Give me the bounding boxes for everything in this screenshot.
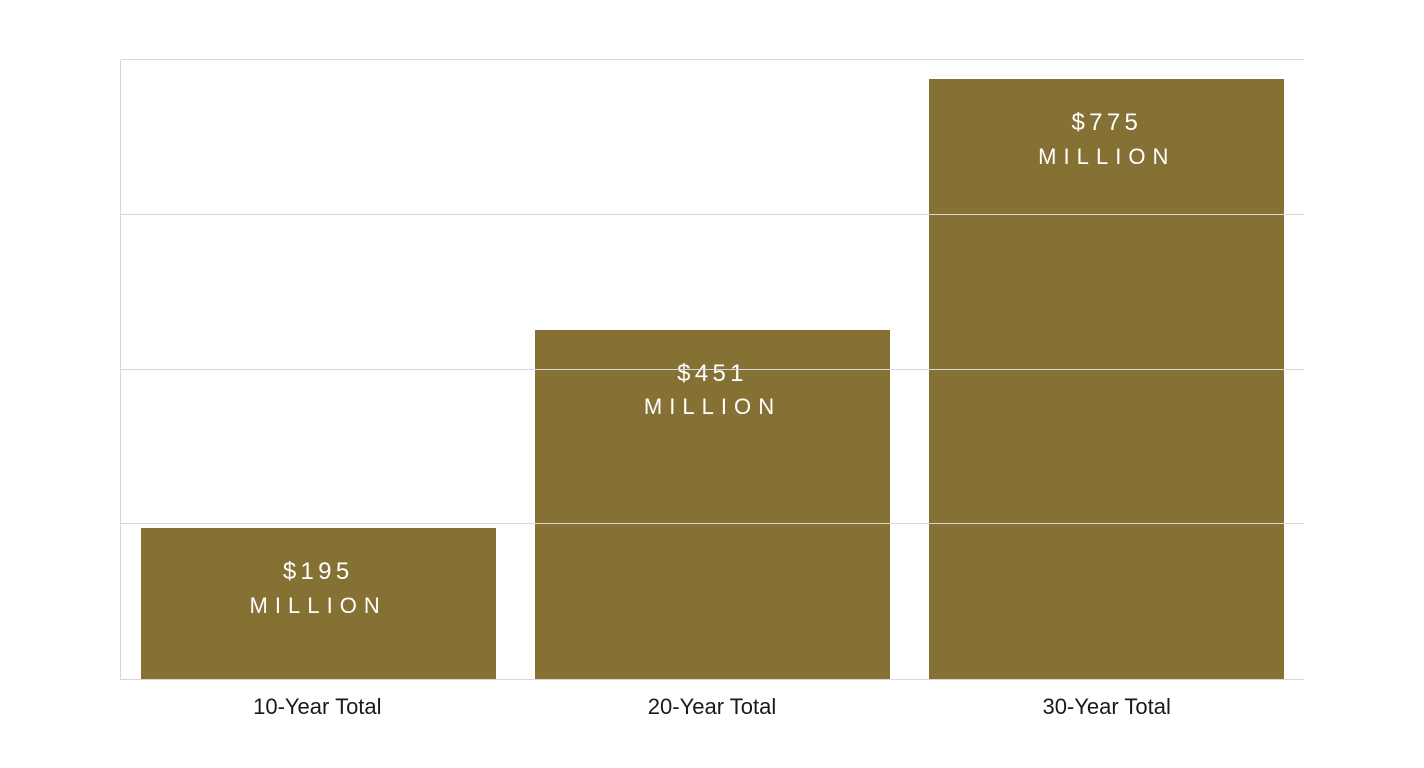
- bar-20-year: $451 MILLION: [535, 330, 890, 679]
- x-axis-label: 30-Year Total: [1042, 694, 1170, 719]
- bar-chart: $195 MILLION $451 MILLION $775 MILLION 1…: [0, 0, 1424, 768]
- bar-value-line2: MILLION: [250, 591, 387, 621]
- bar-slot: $775 MILLION: [910, 60, 1304, 679]
- gridline: [121, 214, 1304, 215]
- bar-value-line1: $195: [283, 556, 354, 588]
- x-axis-labels: 10-Year Total 20-Year Total 30-Year Tota…: [120, 694, 1304, 720]
- bar-slot: $195 MILLION: [121, 60, 515, 679]
- bar-value-line2: MILLION: [644, 392, 781, 422]
- bar-value-line2: MILLION: [1038, 142, 1175, 172]
- bar-30-year: $775 MILLION: [929, 79, 1284, 679]
- gridline: [121, 59, 1304, 60]
- x-label-slot: 20-Year Total: [515, 694, 910, 720]
- bar-slot: $451 MILLION: [515, 60, 909, 679]
- bar-value-line1: $775: [1071, 107, 1142, 139]
- plot-area: $195 MILLION $451 MILLION $775 MILLION: [120, 60, 1304, 680]
- gridline: [121, 369, 1304, 370]
- x-axis-label: 20-Year Total: [648, 694, 776, 719]
- bars-container: $195 MILLION $451 MILLION $775 MILLION: [121, 60, 1304, 679]
- gridline: [121, 523, 1304, 524]
- x-axis-label: 10-Year Total: [253, 694, 381, 719]
- x-label-slot: 30-Year Total: [909, 694, 1304, 720]
- x-label-slot: 10-Year Total: [120, 694, 515, 720]
- bar-value-line1: $451: [677, 358, 748, 390]
- bar-10-year: $195 MILLION: [141, 528, 496, 679]
